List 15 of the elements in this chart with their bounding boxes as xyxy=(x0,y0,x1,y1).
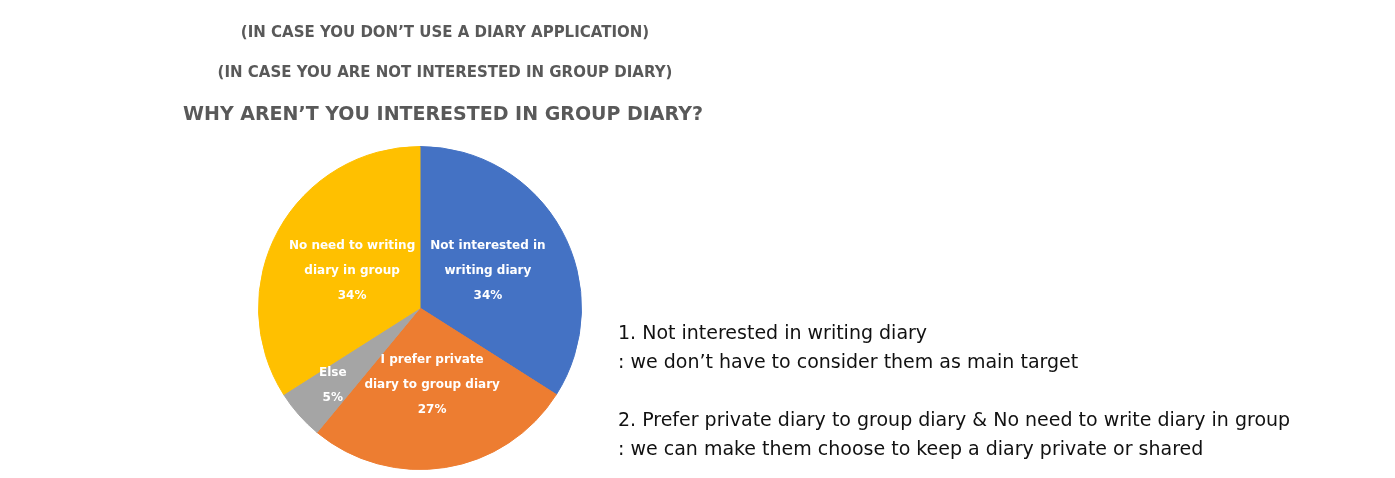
slice-label: Not interested in writing diary xyxy=(430,237,546,277)
text: (IN CASE YOU ARE NOT INTERESTED IN GROUP DIARY) xyxy=(217,63,673,81)
slice-label: No need to writing diary in group xyxy=(288,237,416,277)
chart-subtitle: (IN CASE YOU DON’T USE A DIARY APPLICATION) xyxy=(240,23,650,41)
text: 2. Prefer private diary to group diary & No need to write diary in group xyxy=(618,407,1291,432)
slice-label: I prefer private diary to group diary xyxy=(364,351,501,391)
data-label: 5% xyxy=(322,389,343,404)
text: : we can make them choose to keep a diary private or shared xyxy=(618,436,1205,461)
text: 1. Not interested in writing diary xyxy=(618,320,929,345)
text: : we don’t have to consider them as main target xyxy=(618,349,1080,374)
data-label: 34% xyxy=(337,287,367,302)
data-label: 27% xyxy=(417,401,447,416)
slice-label: Else xyxy=(318,364,347,379)
chart-title: WHY AREN’T YOU INTERESTED IN GROUP DIARY? xyxy=(183,102,703,124)
data-label: 34% xyxy=(473,287,503,302)
